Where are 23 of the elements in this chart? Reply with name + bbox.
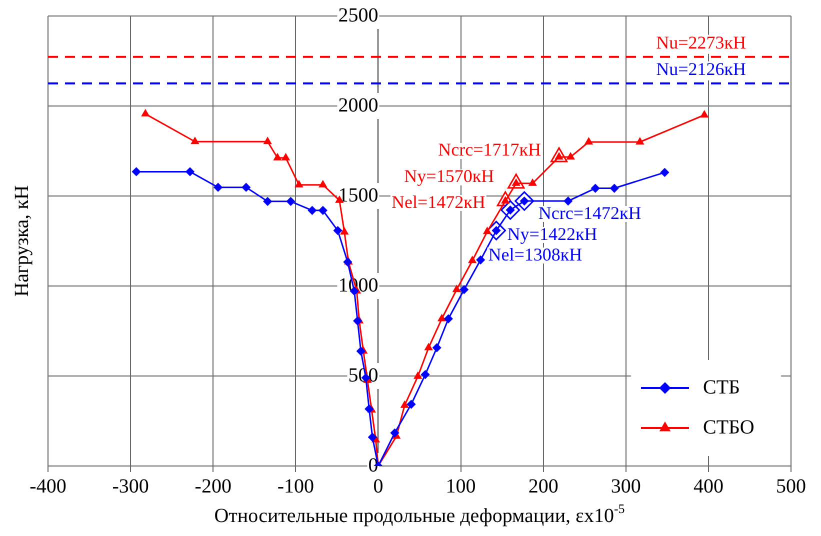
x-tick-label: 300 xyxy=(610,475,641,498)
data-label: Ny=1422кН xyxy=(507,224,598,244)
ref-line-label: Nu=2273кН xyxy=(656,32,746,53)
y-tick-label: 1500 xyxy=(338,184,378,206)
x-tick-label: 400 xyxy=(693,475,724,498)
ref-line-label: Nu=2126кН xyxy=(656,59,746,80)
data-label: Ncrc=1717кН xyxy=(438,140,542,160)
y-axis-title: Нагрузка, кН xyxy=(11,185,33,297)
x-tick-label: -100 xyxy=(277,475,314,498)
y-tick-label: 2500 xyxy=(338,4,378,26)
x-tick-label: -200 xyxy=(194,475,232,498)
y-tick-label: 2000 xyxy=(338,94,378,116)
data-label: Nel=1472кН xyxy=(391,192,486,212)
data-label: Nel=1308кН xyxy=(488,244,582,264)
x-tick-label: -300 xyxy=(112,475,149,498)
legend-label: СТБ xyxy=(703,376,740,398)
x-tick-label: 100 xyxy=(446,475,476,498)
x-tick-label: -400 xyxy=(30,475,66,498)
x-tick-label: 200 xyxy=(528,475,558,498)
data-label: Ncrc=1472кН xyxy=(538,202,642,223)
data-label: Ny=1570кН xyxy=(404,166,494,186)
x-tick-label: 500 xyxy=(776,475,806,498)
legend-label: СТБО xyxy=(703,416,754,438)
